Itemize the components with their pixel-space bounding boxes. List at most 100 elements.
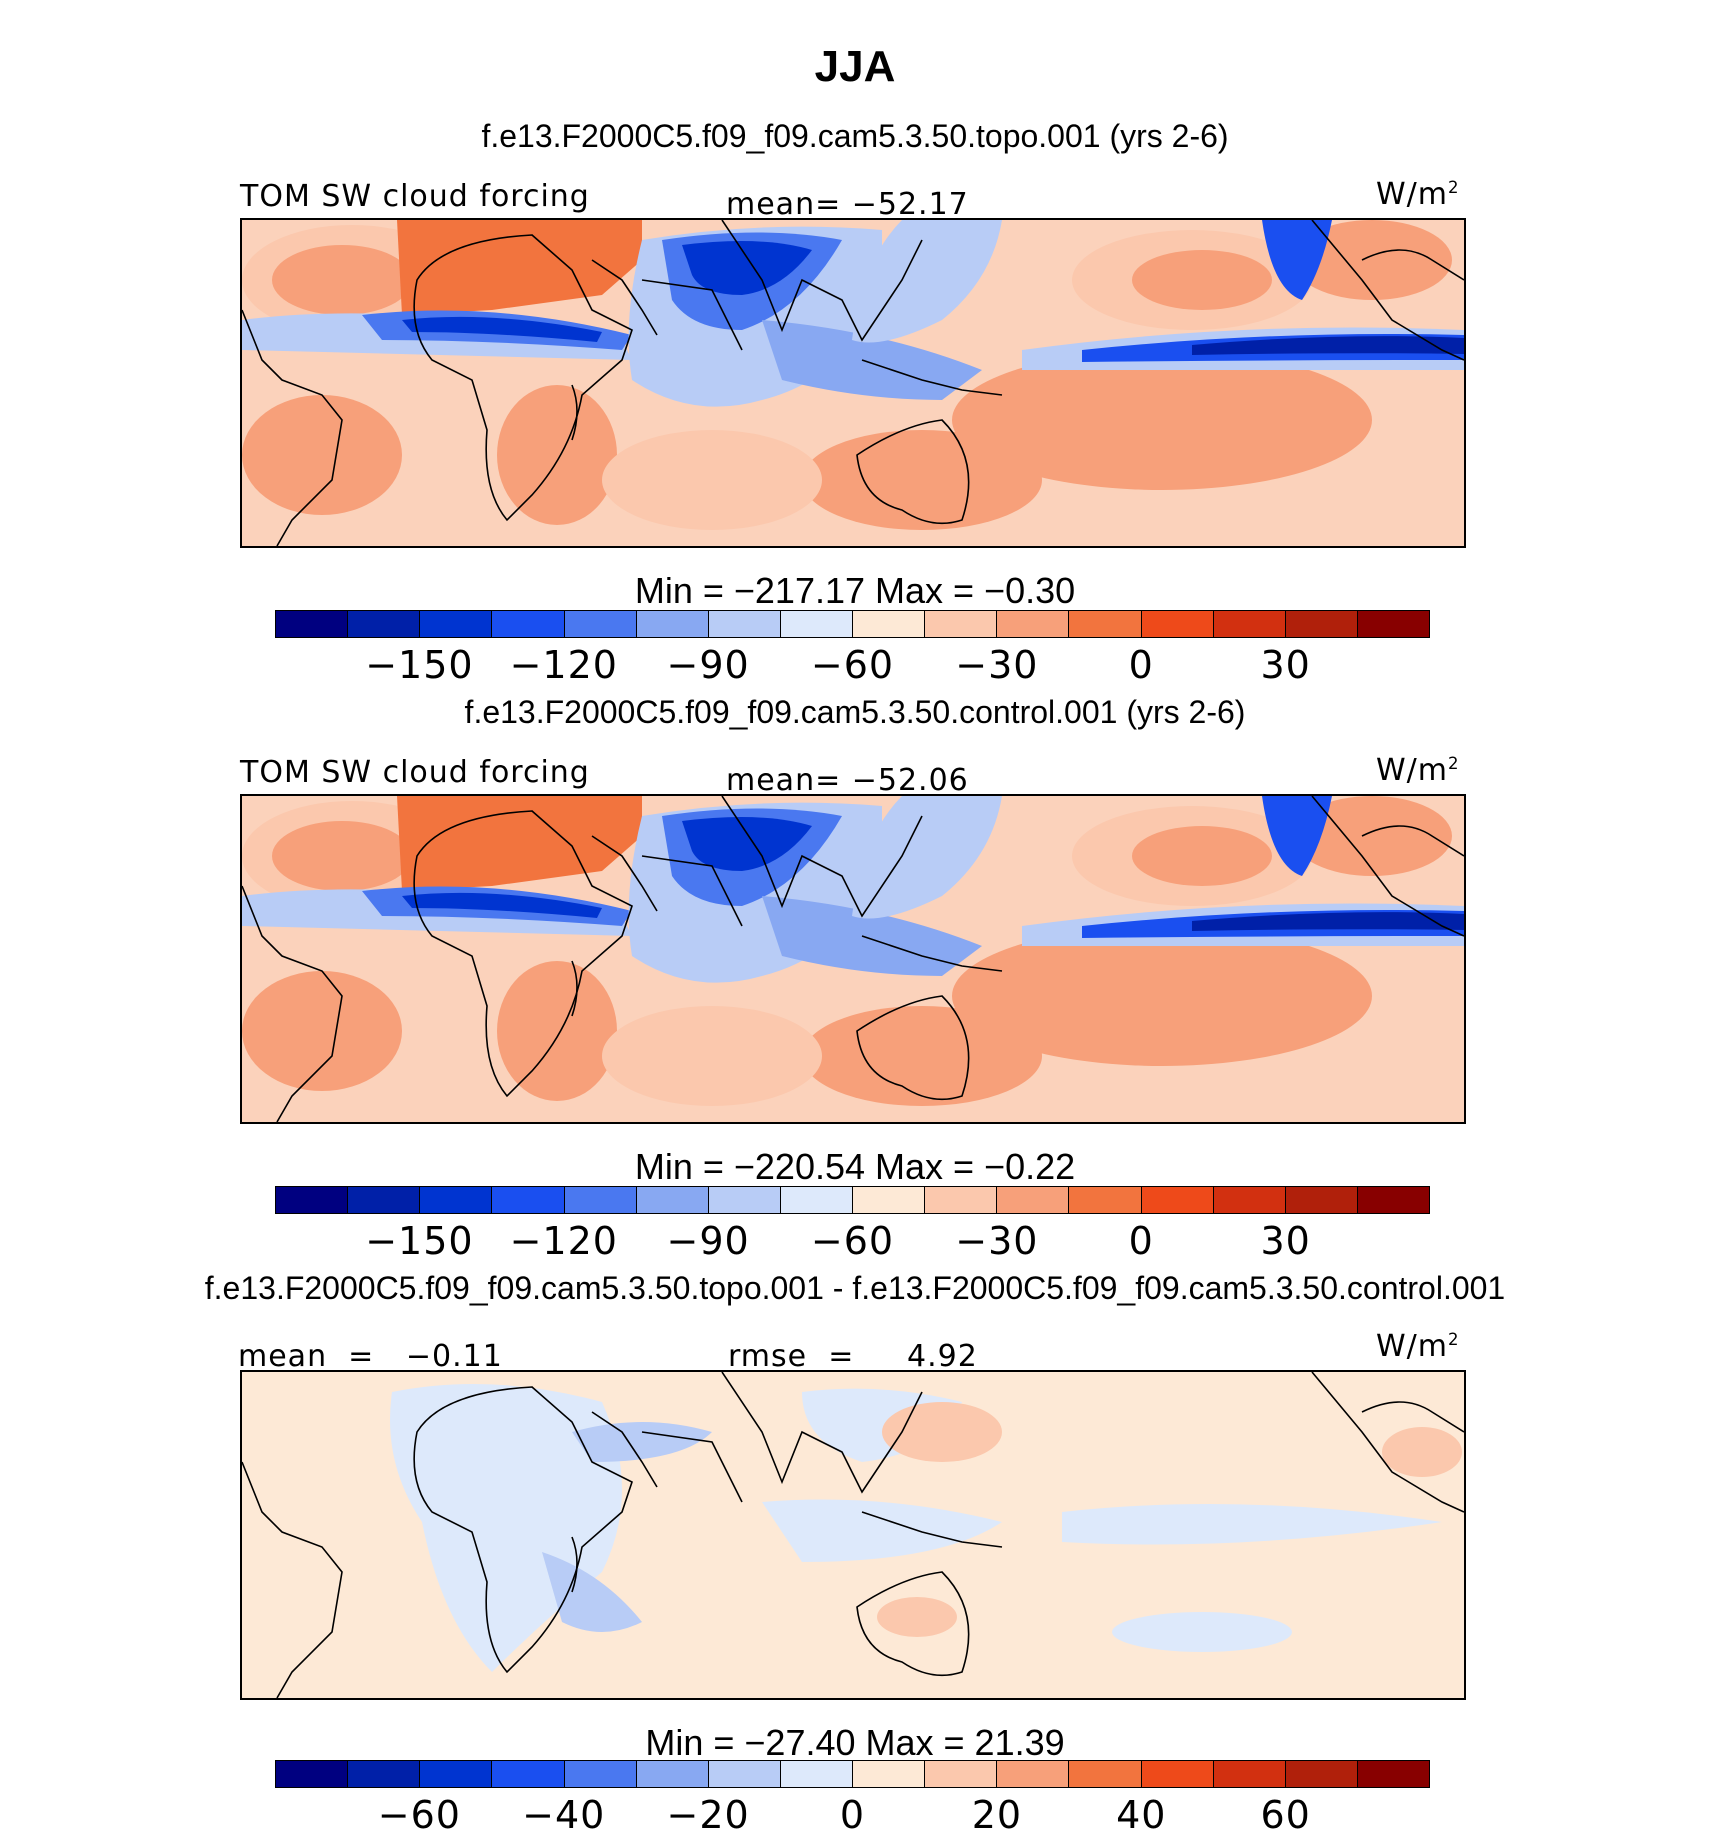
contour-region (1192, 912, 1464, 931)
colorbar-box (997, 1187, 1070, 1213)
contour-region (497, 385, 617, 525)
panel2-minmax: Min = −220.54 Max = −0.22 (634, 1146, 1076, 1187)
coastline (571, 960, 578, 1017)
contour-region (242, 395, 402, 515)
colorbar-tick-label: −60 (810, 1219, 895, 1263)
coastline (641, 1431, 743, 1503)
contour-region (762, 1499, 1002, 1562)
colorbar-box (1213, 611, 1286, 637)
coastline (591, 1411, 658, 1488)
colorbar-box (276, 1187, 349, 1213)
panel3-mean-label: mean = −0.11 (238, 1339, 503, 1374)
contour-region (572, 1422, 712, 1462)
coastline (1311, 220, 1464, 361)
panel3-rmse-label: rmse = 4.92 (728, 1339, 978, 1374)
panel3-colorbar-ticks: −60 −40 −20 0 20 40 60 (275, 1796, 1430, 1836)
colorbar-box (636, 1761, 709, 1787)
contour-region (242, 971, 402, 1091)
contour-region (952, 926, 1372, 1066)
coastline (721, 220, 923, 342)
panel3-units-label: W/m2 (1376, 1329, 1460, 1364)
colorbar-tick-label: −120 (509, 643, 618, 687)
colorbar-box (1213, 1187, 1286, 1213)
coastline (1311, 1372, 1464, 1513)
colorbar-tick-label: −40 (522, 1793, 606, 1837)
colorbar-box (348, 1761, 421, 1787)
panel1-colorbar-ticks: −150 −120 −90 −60 −30 0 30 (275, 646, 1430, 686)
contour-region (882, 1402, 1002, 1462)
colorbar-box (780, 1761, 853, 1787)
colorbar-box (708, 1761, 781, 1787)
colorbar-box (492, 1761, 565, 1787)
coastline (591, 835, 658, 912)
panel2-colorbar (275, 1186, 1430, 1214)
colorbar-box (564, 611, 637, 637)
panel1-units-label: W/m2 (1376, 177, 1460, 212)
coastline (721, 796, 923, 918)
coastline (1361, 825, 1464, 857)
contour-region (272, 821, 412, 891)
contour-region (272, 245, 412, 315)
colorbar-box (853, 1187, 926, 1213)
colorbar-box (780, 1187, 853, 1213)
coastline (641, 279, 743, 351)
map-field (242, 796, 1464, 1122)
colorbar-box (1357, 611, 1429, 637)
panel3-colorbar (275, 1760, 1430, 1788)
colorbar-box (925, 611, 998, 637)
colorbar-box (708, 611, 781, 637)
colorbar-box (1285, 1761, 1358, 1787)
colorbar-box (780, 611, 853, 637)
contour-region (852, 796, 1002, 919)
contour-region (1062, 1504, 1442, 1545)
colorbar-tick-label: −60 (377, 1793, 461, 1837)
contour-region (877, 1597, 957, 1637)
colorbar-box (420, 1187, 493, 1213)
coastline (571, 384, 578, 441)
contour-region (1262, 220, 1332, 300)
colorbar-tick-label: −90 (666, 1219, 750, 1263)
contour-region (397, 220, 642, 315)
coastline (413, 1386, 633, 1674)
coastline (861, 1511, 1003, 1548)
panel1-case-title: f.e13.F2000C5.f09_f09.cam5.3.50.topo.001… (481, 118, 1229, 154)
contour-region (762, 896, 982, 976)
panel3-case-title: f.e13.F2000C5.f09_f09.cam5.3.50.topo.001… (204, 1270, 1506, 1306)
contour-region (682, 817, 812, 871)
contour-region (762, 320, 982, 400)
main-title: JJA (814, 42, 896, 91)
contour-region (1132, 250, 1272, 310)
colorbar-tick-label: 30 (1260, 1219, 1311, 1263)
colorbar-box (276, 1761, 349, 1787)
contour-region (1192, 336, 1464, 355)
coastline (1361, 1401, 1464, 1433)
colorbar-box (1069, 611, 1142, 637)
map-field (242, 220, 1464, 546)
coastline (641, 855, 743, 927)
panel1-minmax: Min = −217.17 Max = −0.30 (634, 570, 1076, 611)
coastline (242, 1461, 343, 1698)
colorbar-box (925, 1187, 998, 1213)
panel2-variable-label: TOM SW cloud forcing (240, 755, 590, 790)
colorbar-box (420, 611, 493, 637)
colorbar-box (1141, 1761, 1214, 1787)
colorbar-tick-label: 30 (1260, 643, 1311, 687)
colorbar-tick-label: −150 (365, 643, 474, 687)
panel1-colorbar (275, 610, 1430, 638)
panel2-map (240, 794, 1466, 1124)
colorbar-tick-label: 20 (971, 1793, 1023, 1837)
colorbar-box (1213, 1761, 1286, 1787)
colorbar-tick-label: 40 (1116, 1793, 1167, 1837)
contour-region (1112, 1612, 1292, 1652)
colorbar-tick-label: 0 (1128, 643, 1154, 687)
colorbar-tick-label: 60 (1260, 1793, 1311, 1837)
coastline (1361, 249, 1464, 281)
coastline (413, 234, 633, 522)
colorbar-tick-label: −30 (955, 1219, 1039, 1263)
colorbar-tick-label: −20 (666, 1793, 750, 1837)
contour-region (602, 1006, 822, 1106)
contour-region (852, 220, 1002, 343)
colorbar-box (1069, 1187, 1142, 1213)
coastline (242, 885, 343, 1122)
colorbar-tick-label: −30 (955, 643, 1039, 687)
